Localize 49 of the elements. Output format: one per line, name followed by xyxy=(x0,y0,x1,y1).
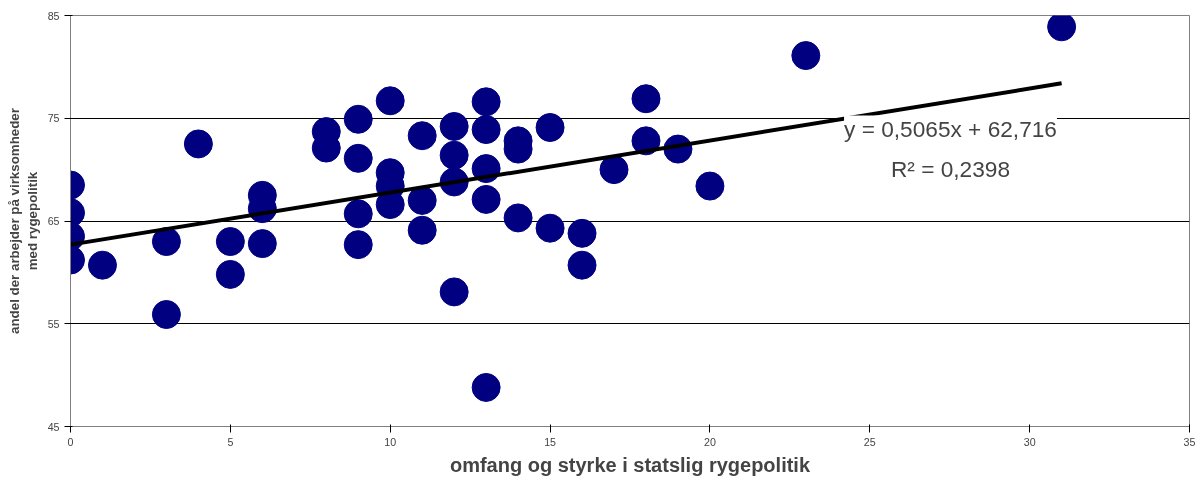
x-tick-label: 35 xyxy=(1183,435,1196,448)
annotation: y = 0,5065x + 62,716 xyxy=(844,115,1057,142)
point xyxy=(439,112,469,141)
point xyxy=(791,41,821,71)
x-tick-label: 5 xyxy=(227,435,234,448)
x-tick-label: 30 xyxy=(1023,435,1036,448)
point xyxy=(471,372,501,402)
x-tick-label: 20 xyxy=(704,435,716,448)
y-tick-label: 55 xyxy=(47,317,60,330)
point xyxy=(503,203,533,233)
point xyxy=(407,185,437,215)
annotation: R² = 0,2398 xyxy=(890,155,1011,182)
point xyxy=(567,250,597,280)
x-tick-label: 25 xyxy=(863,435,876,448)
point xyxy=(375,86,405,116)
y-axis-title: andel der arbejder på virksomheder med rygepolitik xyxy=(6,108,40,334)
point xyxy=(151,300,181,329)
point xyxy=(1047,15,1077,42)
point xyxy=(599,155,629,185)
point xyxy=(343,143,373,173)
point xyxy=(343,199,373,229)
point xyxy=(215,227,245,257)
x-axis-title: omfang og styrke i statslig rygepolitik xyxy=(449,453,811,476)
point xyxy=(439,140,469,170)
point xyxy=(535,213,565,243)
point xyxy=(151,227,181,257)
x-tick-label: 0 xyxy=(67,435,74,448)
y-tick-label: 75 xyxy=(47,112,60,125)
point xyxy=(407,121,437,151)
x-tick-label: 15 xyxy=(544,435,557,448)
point xyxy=(695,171,725,201)
y-tick-label: 85 xyxy=(47,9,60,22)
point xyxy=(471,184,501,214)
y-tick-label: 65 xyxy=(47,215,60,227)
point xyxy=(567,218,597,248)
point xyxy=(247,229,277,259)
point xyxy=(215,259,245,289)
point xyxy=(343,104,373,134)
point xyxy=(439,277,469,307)
point xyxy=(407,215,437,245)
point xyxy=(471,87,501,117)
point xyxy=(631,84,661,114)
point xyxy=(471,115,501,145)
y-tick-label: 45 xyxy=(47,420,60,433)
point xyxy=(535,113,565,142)
x-tick-label: 10 xyxy=(384,435,397,448)
point xyxy=(183,129,213,159)
point xyxy=(87,250,117,280)
point xyxy=(343,230,373,260)
